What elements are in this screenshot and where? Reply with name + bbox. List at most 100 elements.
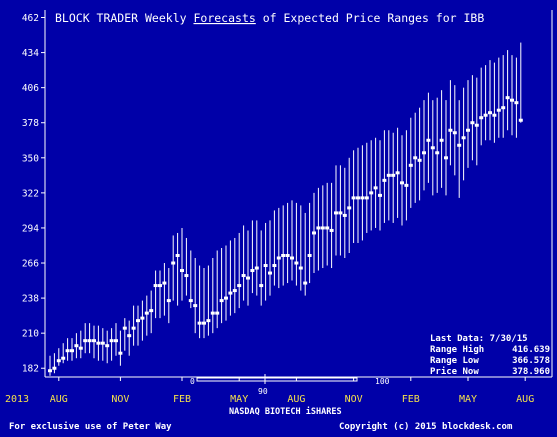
- y-tick-label: 434: [22, 48, 39, 59]
- forecasts-link[interactable]: Forecasts: [193, 11, 255, 25]
- price-marker: [100, 341, 105, 345]
- price-marker: [404, 183, 409, 187]
- price-marker: [254, 266, 259, 270]
- price-marker: [153, 284, 158, 288]
- price-marker: [452, 131, 457, 135]
- price-marker: [364, 196, 369, 200]
- price-marker: [206, 319, 211, 323]
- price-marker: [48, 369, 52, 373]
- price-marker: [127, 334, 132, 338]
- range-low-label: Range Low: [430, 356, 479, 366]
- price-marker: [470, 121, 475, 125]
- title-suffix: of Expected Price Ranges for IBB: [256, 11, 485, 25]
- y-tick-label: 238: [22, 294, 39, 305]
- price-marker: [140, 316, 145, 320]
- x-tick-label: AUG: [50, 394, 68, 405]
- price-marker: [259, 284, 264, 288]
- y-tick-label: 322: [22, 188, 39, 199]
- price-marker: [400, 181, 404, 185]
- price-marker: [136, 319, 140, 323]
- price-marker: [268, 271, 272, 275]
- price-marker: [272, 264, 277, 268]
- x-axis-ticks: 2013 AUG NOV FEB MAY AUG NOV FEB MAY AUG: [5, 377, 534, 405]
- price-marker: [180, 269, 184, 273]
- x-tick-label: 2013: [5, 394, 29, 405]
- last-data-row: Last Data: 7/30/15: [430, 334, 550, 345]
- price-marker: [175, 254, 180, 258]
- price-marker: [510, 98, 514, 102]
- price-marker: [518, 118, 523, 122]
- x-tick-label: FEB: [173, 394, 191, 405]
- price-marker: [246, 276, 250, 280]
- price-marker: [294, 261, 299, 265]
- price-marker: [193, 304, 198, 308]
- price-marker: [514, 101, 519, 105]
- y-tick-label: 182: [22, 364, 39, 375]
- price-marker: [158, 284, 162, 288]
- price-marker: [426, 138, 431, 142]
- price-marker: [166, 299, 171, 303]
- range-bars: [48, 42, 523, 376]
- price-marker: [263, 264, 268, 268]
- price-marker: [122, 326, 127, 330]
- x-tick-label: NOV: [345, 394, 363, 405]
- price-marker: [382, 178, 387, 182]
- price-marker: [338, 211, 343, 215]
- price-marker: [78, 346, 83, 350]
- price-marker: [501, 106, 506, 110]
- price-marker: [215, 311, 220, 315]
- y-tick-label: 210: [22, 329, 39, 340]
- price-marker: [347, 206, 352, 210]
- price-marker: [505, 96, 510, 100]
- x-tick-label: MAY: [230, 394, 248, 405]
- price-marker: [356, 196, 360, 200]
- slider-min-label: 0: [190, 377, 195, 386]
- price-marker: [241, 274, 246, 278]
- price-marker: [87, 339, 92, 343]
- price-marker: [395, 171, 400, 175]
- price-marker: [474, 123, 479, 127]
- price-marker: [114, 339, 118, 343]
- y-tick-label: 350: [22, 153, 39, 164]
- price-marker: [61, 356, 66, 360]
- y-tick-label: 462: [22, 13, 39, 24]
- price-marker: [444, 156, 448, 160]
- range-high-value: 416.639: [512, 345, 550, 355]
- price-marker: [457, 143, 462, 147]
- price-marker: [466, 128, 470, 132]
- y-tick-label: 406: [22, 83, 39, 94]
- price-marker: [210, 311, 215, 315]
- ticker-name: NASDAQ BIOTECH iSHARES: [229, 406, 342, 417]
- price-marker: [325, 226, 330, 230]
- price-marker: [391, 173, 396, 177]
- price-now-row: Price Now 378.960: [430, 367, 550, 378]
- price-now-value: 378.960: [512, 367, 550, 377]
- price-marker: [373, 186, 378, 190]
- price-marker: [479, 116, 484, 120]
- price-marker: [417, 158, 422, 162]
- x-tick-label: MAY: [459, 394, 477, 405]
- price-marker: [237, 284, 242, 288]
- horizon-slider[interactable]: [196, 377, 358, 382]
- price-marker: [70, 349, 74, 353]
- last-data-value: 7/30/15: [489, 334, 528, 344]
- price-marker: [109, 339, 114, 343]
- price-marker: [281, 254, 286, 258]
- price-marker: [369, 191, 374, 195]
- price-marker: [83, 339, 88, 343]
- range-high-row: Range High 416.639: [430, 345, 550, 356]
- price-marker: [219, 299, 224, 303]
- exclusive-use-note: For exclusive use of Peter Way: [9, 421, 172, 432]
- price-marker: [312, 231, 316, 235]
- x-tick-label: AUG: [516, 394, 534, 405]
- price-marker: [378, 193, 382, 197]
- price-marker: [307, 254, 312, 258]
- price-marker: [92, 339, 96, 343]
- y-axis-ticks: 182 210 238 266 294 322 350 378 406 434 462: [22, 13, 45, 375]
- price-marker: [52, 366, 57, 370]
- price-marker: [408, 163, 413, 167]
- price-marker: [351, 196, 356, 200]
- price-marker: [149, 309, 154, 313]
- price-marker: [74, 344, 79, 348]
- price-marker: [184, 274, 189, 278]
